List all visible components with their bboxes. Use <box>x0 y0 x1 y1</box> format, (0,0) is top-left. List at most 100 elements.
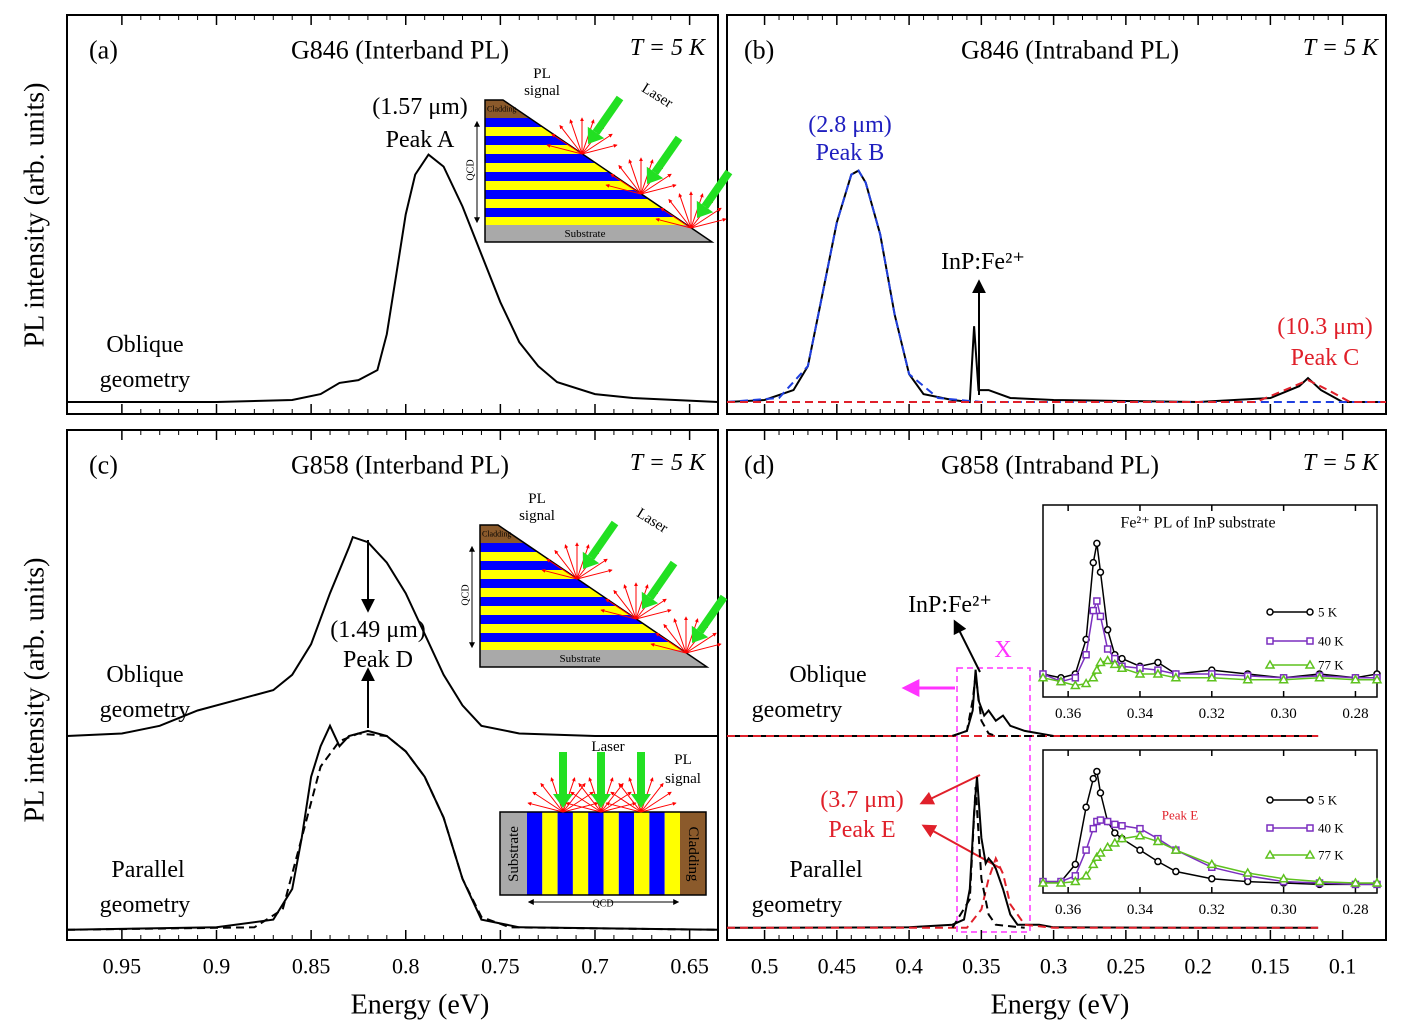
qcd-layer <box>485 208 712 217</box>
marker <box>1091 664 1103 674</box>
marker <box>1306 608 1314 616</box>
x-tick-label: 0.3 <box>1040 954 1068 979</box>
substrate <box>485 225 712 242</box>
marker <box>1314 672 1325 682</box>
annotation: geometry <box>100 367 191 393</box>
marker <box>1055 676 1067 686</box>
x-tick-label: 0.30 <box>1270 706 1296 722</box>
schematic-label: Laser <box>639 80 676 111</box>
schematic-label: Cladding <box>487 105 516 114</box>
emission-ray <box>600 608 637 620</box>
annotation: Peak A <box>386 127 455 153</box>
emission-ray <box>605 183 642 195</box>
emission-ray <box>640 782 664 813</box>
cladding <box>480 525 707 543</box>
emission-ray <box>600 801 637 813</box>
laser-arrow <box>696 594 728 634</box>
legend-label: 5 K <box>1318 793 1338 808</box>
x-tick-label: 0.28 <box>1342 902 1368 918</box>
temperature: T = 5 K <box>630 35 707 61</box>
marker <box>1096 568 1105 576</box>
marker <box>1350 674 1361 684</box>
panel-label: (b) <box>744 36 774 65</box>
emission-ray <box>690 207 722 229</box>
arrow <box>953 619 981 673</box>
panel-frame <box>66 14 719 415</box>
schematic-label: Substrate <box>565 228 606 240</box>
marker <box>1242 867 1254 877</box>
inset-title: Fe²⁺ PL of InP substrate <box>1120 515 1275 532</box>
marker <box>1170 844 1182 854</box>
schematic-label: signal <box>524 83 560 99</box>
marker <box>1103 626 1112 634</box>
emission-ray <box>565 801 602 813</box>
emission-ray <box>673 618 687 654</box>
annotation: geometry <box>100 892 191 918</box>
emission-ray <box>562 801 599 813</box>
marker <box>1206 858 1218 869</box>
annotation: (3.7 μm) <box>820 787 904 813</box>
qcd-layer <box>588 812 604 895</box>
annotation: Peak C <box>1291 345 1360 371</box>
marker <box>1170 672 1182 682</box>
emission-ray <box>655 632 687 654</box>
marker <box>1071 860 1080 869</box>
x-tick-label: 0.85 <box>292 954 331 979</box>
emission-ray <box>690 193 704 229</box>
marker <box>1172 867 1180 876</box>
schematic-label: signal <box>519 508 555 524</box>
qcd-layer <box>603 812 619 895</box>
oblique-sample <box>480 525 707 667</box>
marker <box>1314 876 1325 886</box>
marker <box>1152 668 1164 678</box>
emission-ray <box>581 119 595 155</box>
x-tick-label: 0.34 <box>1127 706 1154 722</box>
arrow <box>921 824 1001 869</box>
emission-ray <box>655 217 692 229</box>
annotation: (10.3 μm) <box>1277 314 1373 340</box>
marker <box>1087 858 1099 869</box>
marker <box>1118 654 1126 663</box>
laser-arrow-head <box>582 551 600 569</box>
marker <box>1037 877 1049 887</box>
emission-ray <box>540 782 564 813</box>
emission-ray <box>581 133 613 155</box>
laser-arrow <box>587 520 619 560</box>
marker <box>1278 674 1289 684</box>
qcd-layer <box>664 812 680 895</box>
marker <box>1070 876 1081 886</box>
x-tick-label: 0.4 <box>895 954 923 979</box>
emission-ray <box>562 782 586 813</box>
cladding <box>485 100 712 118</box>
series-line <box>67 153 719 403</box>
marker <box>1116 833 1128 843</box>
annotation: Peak E <box>1162 808 1199 823</box>
emission-ray <box>570 791 602 813</box>
qcd-layer <box>480 633 707 642</box>
schematic-label: Cladding <box>685 827 701 882</box>
qcd-layer <box>485 190 712 199</box>
marker <box>1208 874 1216 883</box>
x-tick-label: 0.7 <box>581 954 609 979</box>
series-line <box>727 378 1386 403</box>
marker <box>1082 651 1090 659</box>
schematic-label: Laser <box>634 505 671 536</box>
x-tick-label: 0.28 <box>1342 706 1368 722</box>
qcd-layer <box>480 597 707 606</box>
emission-ray <box>546 143 583 155</box>
series-line <box>66 732 719 931</box>
marker <box>1304 849 1316 859</box>
laser-arrow <box>701 169 733 209</box>
emission-ray <box>564 544 578 580</box>
annotation: (1.49 μm) <box>330 617 426 643</box>
marker <box>1096 789 1105 797</box>
marker <box>1278 873 1289 883</box>
marker <box>1206 672 1218 682</box>
qcd-layer <box>480 642 707 651</box>
schematic-label: PL <box>528 491 546 507</box>
annotation: Peak E <box>828 817 895 843</box>
panel-frame <box>726 429 1387 941</box>
panel-title: G846 (Interband PL) <box>291 36 509 65</box>
marker <box>1080 870 1092 880</box>
schematic-label: PL <box>533 66 551 82</box>
